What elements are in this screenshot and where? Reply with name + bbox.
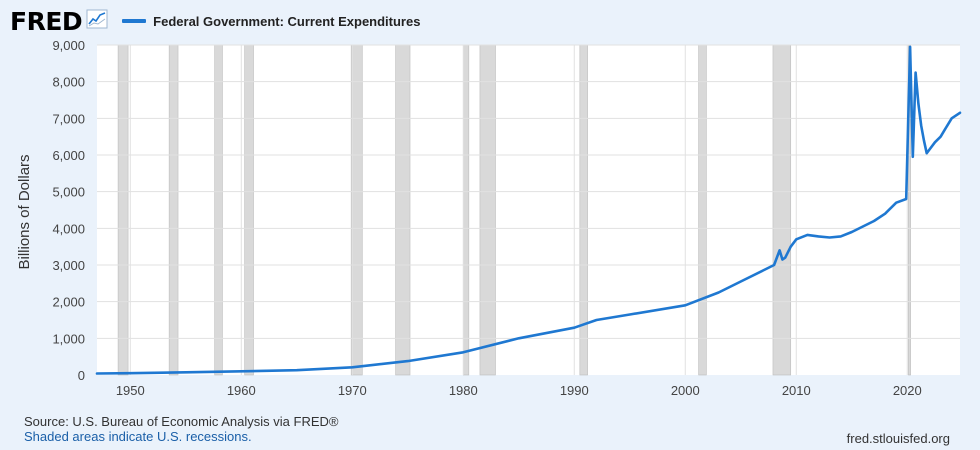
y-tick-label: 3,000 bbox=[52, 258, 85, 273]
fred-url[interactable]: fred.stlouisfed.org bbox=[846, 431, 950, 446]
y-axis-label: Billions of Dollars bbox=[16, 154, 33, 269]
source-text: Source: U.S. Bureau of Economic Analysis… bbox=[24, 414, 339, 429]
fred-logo[interactable]: FRED bbox=[10, 6, 83, 36]
recession-band-10 bbox=[772, 44, 792, 376]
recession-band-5 bbox=[395, 44, 411, 376]
recession-band-4 bbox=[350, 44, 363, 376]
y-tick-label: 9,000 bbox=[52, 38, 85, 53]
y-tick-label: 8,000 bbox=[52, 75, 85, 90]
recession-band-6 bbox=[462, 44, 470, 376]
line-chart: 0 1,000 2,000 3,000 4,000 5,000 6,000 7,000 8,00… bbox=[16, 38, 962, 398]
y-tick-label: 1,000 bbox=[52, 331, 85, 346]
y-tick-labels: 0 1,000 2,000 3,000 4,000 5,000 6,000 7,000 8,00… bbox=[52, 38, 85, 383]
x-tick-label: 2020 bbox=[893, 383, 922, 398]
x-tick-label: 1950 bbox=[116, 383, 145, 398]
recession-band-2 bbox=[214, 44, 223, 376]
x-tick-labels: 1950 1960 1970 1980 1990 2000 2010 2020 bbox=[116, 383, 922, 398]
series-lines bbox=[95, 45, 962, 375]
plot-area bbox=[97, 45, 960, 375]
footer-source: Source: U.S. Bureau of Economic Analysis… bbox=[24, 414, 338, 444]
y-tick-label: 7,000 bbox=[52, 111, 85, 126]
recession-band-0 bbox=[117, 44, 129, 376]
chart-legend: Federal Government: Current Expenditures bbox=[122, 14, 420, 29]
header: FRED Federal Government: Current Expendi… bbox=[10, 4, 420, 38]
x-tick-label: 1990 bbox=[560, 383, 589, 398]
recession-bands bbox=[117, 44, 911, 376]
x-tick-label: 1980 bbox=[449, 383, 478, 398]
recession-note-link[interactable]: Shaded areas indicate U.S. recessions. bbox=[24, 429, 252, 444]
series-line-0 bbox=[95, 45, 962, 375]
chart-line-icon bbox=[86, 9, 108, 34]
recession-band-1 bbox=[168, 44, 179, 376]
x-tick-label: 1970 bbox=[338, 383, 367, 398]
legend-label: Federal Government: Current Expenditures bbox=[153, 13, 421, 29]
legend-swatch bbox=[122, 19, 147, 23]
x-tick-label: 2000 bbox=[671, 383, 700, 398]
recession-band-7 bbox=[479, 44, 496, 376]
y-tick-label: 2,000 bbox=[52, 295, 85, 310]
x-tick-label: 2010 bbox=[782, 383, 811, 398]
y-tick-label: 0 bbox=[78, 368, 85, 383]
recession-band-3 bbox=[244, 44, 254, 376]
recession-band-9 bbox=[698, 44, 707, 376]
y-tick-label: 4,000 bbox=[52, 221, 85, 236]
grid-lines bbox=[97, 44, 960, 375]
y-tick-label: 6,000 bbox=[52, 148, 85, 163]
x-tick-label: 1960 bbox=[227, 383, 256, 398]
y-tick-label: 5,000 bbox=[52, 185, 85, 200]
